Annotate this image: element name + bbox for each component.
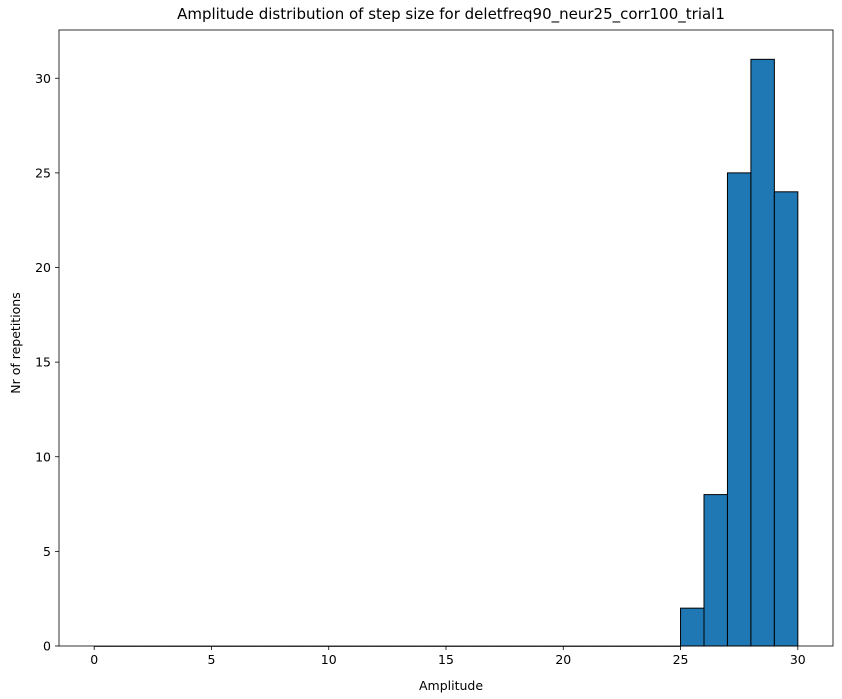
- bars-group: [94, 58, 799, 647]
- empty-bin: [539, 646, 564, 647]
- x-tick-label: 5: [207, 652, 215, 667]
- empty-bin: [492, 646, 517, 647]
- empty-bin: [633, 646, 658, 647]
- y-tick-label: 15: [35, 355, 51, 370]
- y-axis-label: Nr of repetitions: [8, 292, 23, 394]
- y-tick-label: 0: [43, 639, 51, 654]
- empty-bin: [94, 646, 118, 647]
- empty-bin: [586, 646, 611, 647]
- histogram-bar: [680, 607, 705, 647]
- empty-bin: [352, 646, 376, 647]
- x-tick-label: 0: [90, 652, 98, 667]
- histogram-bar: [750, 58, 775, 647]
- empty-bin: [164, 646, 188, 647]
- empty-bin: [657, 646, 681, 647]
- y-tick-label: 20: [35, 260, 51, 275]
- empty-bin: [117, 646, 142, 647]
- empty-bin: [328, 646, 353, 647]
- y-tick-label: 10: [35, 449, 51, 464]
- empty-bin: [399, 646, 423, 647]
- empty-bin: [281, 646, 306, 647]
- x-tick-label: 30: [790, 652, 806, 667]
- x-tick-label: 10: [321, 652, 337, 667]
- empty-bin: [446, 646, 470, 647]
- y-axis-ticks: 0 5 10 15 20 25 30: [35, 71, 59, 654]
- empty-bin: [234, 646, 259, 647]
- empty-bin: [141, 646, 165, 647]
- empty-bin: [610, 646, 634, 647]
- x-tick-label: 15: [438, 652, 454, 667]
- empty-bin: [211, 646, 235, 647]
- x-axis-ticks: 0 5 10 15 20 25 30: [90, 646, 806, 667]
- x-axis-label: Amplitude: [419, 678, 483, 693]
- empty-bin: [305, 646, 329, 647]
- y-tick-label: 5: [43, 544, 51, 559]
- histogram-bar: [703, 494, 728, 647]
- y-tick-label: 30: [35, 71, 51, 86]
- y-tick-label: 25: [35, 165, 51, 180]
- empty-bin: [258, 646, 282, 647]
- empty-bin: [188, 646, 212, 647]
- empty-bin: [469, 646, 493, 647]
- histogram-bar: [726, 172, 752, 647]
- empty-bin: [516, 646, 540, 647]
- x-tick-label: 25: [673, 652, 689, 667]
- chart-title: Amplitude distribution of step size for …: [177, 5, 725, 24]
- x-tick-label: 20: [555, 652, 571, 667]
- empty-bin: [375, 646, 400, 647]
- histogram-bar: [773, 191, 799, 647]
- plot-frame: [58, 29, 834, 647]
- empty-bin: [422, 646, 446, 647]
- empty-bin: [563, 646, 587, 647]
